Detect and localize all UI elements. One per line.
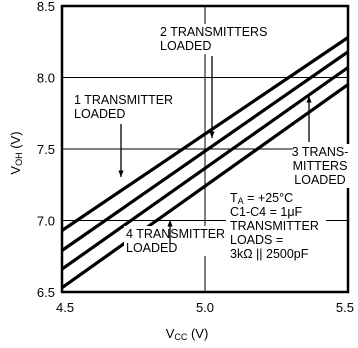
- arrow-3-transmitters: [306, 96, 312, 142]
- condition-temperature: TA = +25°C: [230, 191, 293, 206]
- arrow-2-transmitters: [209, 56, 215, 138]
- label-backdrop: [124, 226, 230, 256]
- tick-labels: 6.5 7.0 7.5 8.0 8.5 4.5 5.0 5.5: [37, 0, 354, 315]
- condition-line4: LOADS =: [230, 233, 283, 247]
- y-tick-label: 7.0: [37, 214, 55, 229]
- series-line-1: [61, 36, 349, 232]
- label-backdrop: [292, 144, 350, 188]
- x-tick-label: 4.5: [56, 300, 74, 315]
- arrow-4-transmitters: [167, 220, 173, 244]
- condition-capacitors: C1-C4 = 1μF: [230, 205, 303, 219]
- x-axis-label: VCC (V): [166, 326, 209, 342]
- series-line-4: [61, 83, 349, 290]
- annotation-a1: 1 TRANSMITTER LOADED: [74, 93, 173, 121]
- annotation-a4: 4 TRANSMITTERS LOADED: [126, 227, 233, 255]
- y-tick-label: 7.5: [37, 142, 55, 157]
- arrow-1-transmitter: [118, 124, 124, 177]
- y-tick-label: 8.0: [37, 71, 55, 86]
- annotations: 1 TRANSMITTER LOADED 2 TRANSMITTERS LOADED 3…: [72, 24, 350, 256]
- arrow-head: [306, 96, 312, 103]
- y-tick-label: 6.5: [37, 285, 55, 300]
- condition-line3: TRANSMITTER: [230, 219, 319, 233]
- axis-labels: VCC (V) VOH (V): [8, 131, 208, 342]
- conditions-backdrop: [226, 188, 326, 258]
- annotation-a2: 2 TRANSMITTERS LOADED: [160, 25, 267, 53]
- label-backdrop: [72, 92, 172, 122]
- y-axis-label: VOH (V): [8, 131, 24, 174]
- label-backdrop: [158, 24, 266, 54]
- series-line-3: [61, 66, 349, 271]
- arrow-head: [118, 170, 124, 177]
- x-tick-label: 5.5: [336, 300, 354, 315]
- condition-load: 3kΩ || 2500pF: [230, 247, 309, 261]
- arrow-head: [209, 131, 215, 138]
- y-tick-label: 8.5: [37, 0, 55, 14]
- annotation-a3: 3 TRANS-MITTERS LOADED: [292, 145, 349, 187]
- arrow-head: [167, 220, 173, 227]
- x-tick-label: 5.0: [196, 300, 214, 315]
- series-line-2: [61, 50, 349, 252]
- series-lines: [61, 36, 349, 290]
